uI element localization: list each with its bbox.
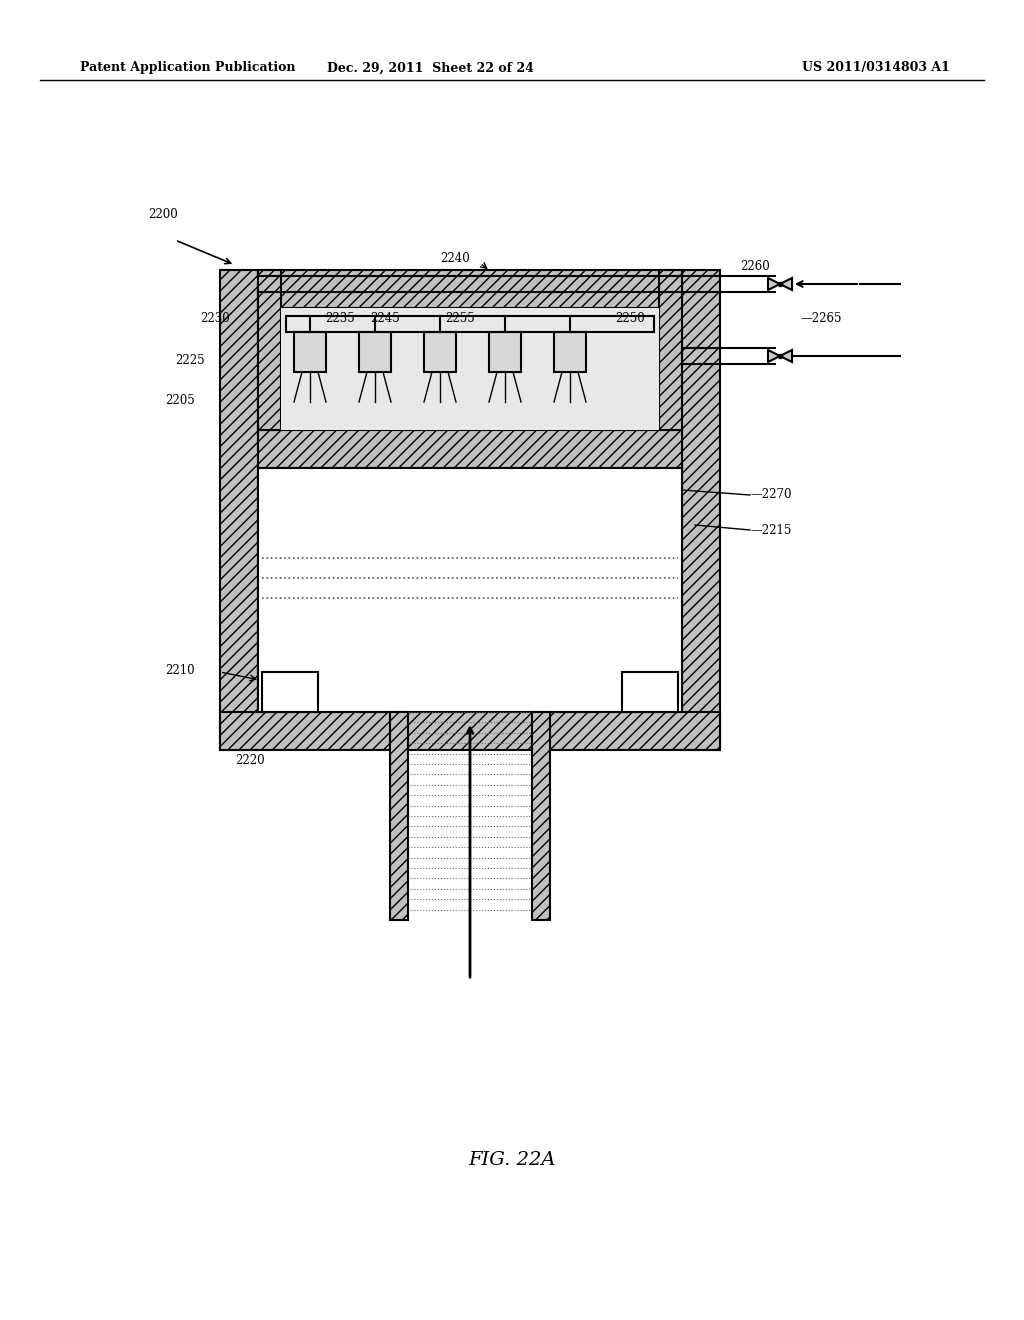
- Bar: [424, 333, 456, 372]
- Polygon shape: [768, 279, 780, 290]
- Bar: [258, 469, 682, 711]
- Bar: [532, 711, 550, 920]
- Bar: [220, 271, 258, 750]
- Bar: [390, 711, 408, 920]
- Text: US 2011/0314803 A1: US 2011/0314803 A1: [802, 62, 950, 74]
- Text: 2245: 2245: [370, 312, 399, 325]
- Bar: [359, 333, 391, 372]
- Text: 2210: 2210: [165, 664, 195, 676]
- Text: 2220: 2220: [234, 754, 264, 767]
- Bar: [258, 271, 281, 430]
- Text: 2230: 2230: [200, 312, 229, 325]
- Text: 2250: 2250: [615, 312, 645, 325]
- Text: 2240: 2240: [440, 252, 470, 264]
- Text: 2200: 2200: [148, 209, 178, 222]
- Text: 2205: 2205: [165, 393, 195, 407]
- Bar: [281, 308, 659, 430]
- Bar: [262, 672, 318, 711]
- Bar: [659, 271, 682, 430]
- Bar: [554, 333, 586, 372]
- Text: 2235: 2235: [325, 312, 354, 325]
- Bar: [489, 333, 521, 372]
- Text: 2260: 2260: [740, 260, 770, 273]
- Text: Dec. 29, 2011  Sheet 22 of 24: Dec. 29, 2011 Sheet 22 of 24: [327, 62, 534, 74]
- Text: FIG. 22A: FIG. 22A: [468, 1151, 556, 1170]
- Bar: [294, 333, 326, 372]
- Text: 2225: 2225: [175, 354, 205, 367]
- Bar: [258, 430, 682, 469]
- Bar: [682, 271, 720, 750]
- Polygon shape: [768, 350, 780, 362]
- Bar: [220, 711, 720, 750]
- Text: Patent Application Publication: Patent Application Publication: [80, 62, 296, 74]
- Bar: [622, 672, 678, 711]
- Text: 2255: 2255: [445, 312, 475, 325]
- Text: —2265: —2265: [800, 312, 842, 325]
- Polygon shape: [780, 279, 792, 290]
- Polygon shape: [780, 350, 792, 362]
- Text: —2215: —2215: [750, 524, 792, 536]
- Bar: [258, 271, 682, 308]
- Text: —2270: —2270: [750, 488, 792, 502]
